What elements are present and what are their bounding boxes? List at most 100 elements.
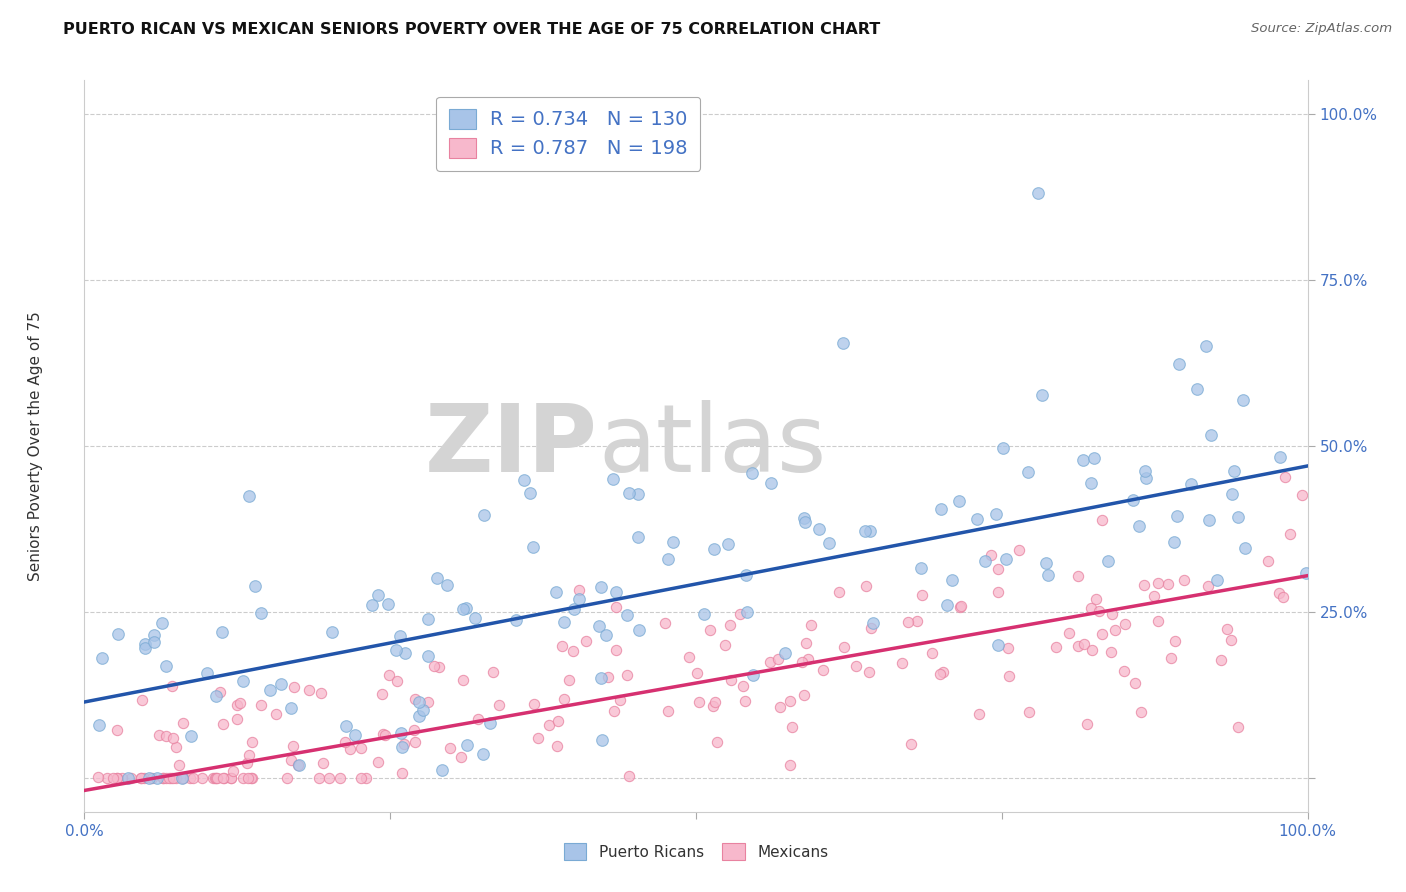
Point [131,693,153,707]
Point [1128,518,1150,533]
Point [900,737,922,751]
Point [129,772,152,786]
Point [1076,716,1098,731]
Point [270,677,292,691]
Point [1035,556,1057,570]
Point [105,772,128,786]
Point [105,723,128,737]
Point [488,698,510,712]
Point [568,582,591,597]
Point [389,726,412,740]
Point [997,669,1019,683]
Point [1133,464,1156,478]
Point [591,733,613,747]
Point [1185,382,1208,396]
Point [921,646,943,660]
Point [662,534,685,549]
Point [931,502,953,516]
Point [834,640,856,655]
Point [717,537,740,551]
Point [1083,450,1105,465]
Point [250,698,273,712]
Point [831,335,853,350]
Point [404,734,426,748]
Point [339,742,361,756]
Point [377,668,399,682]
Point [281,739,304,753]
Point [280,700,302,714]
Point [1045,640,1067,654]
Point [948,493,970,508]
Point [329,772,352,786]
Point [1180,477,1202,491]
Point [450,750,472,764]
Point [209,685,232,699]
Point [238,747,260,762]
Point [143,628,166,642]
Point [1219,632,1241,647]
Point [890,656,912,670]
Point [742,668,765,682]
Point [1167,357,1189,371]
Point [219,772,242,786]
Point [456,601,478,615]
Point [523,697,546,711]
Point [1101,607,1123,621]
Point [793,688,815,702]
Point [1112,665,1135,679]
Point [343,728,366,742]
Point [288,758,311,772]
Point [464,610,486,624]
Point [513,473,536,487]
Point [1195,339,1218,353]
Point [1198,513,1220,527]
Point [969,706,991,721]
Point [714,638,737,652]
Point [141,772,163,786]
Point [1234,541,1257,555]
Point [589,580,612,594]
Point [588,619,610,633]
Point [259,682,281,697]
Point [243,579,266,593]
Point [172,772,194,786]
Point [699,623,721,637]
Point [997,641,1019,656]
Point [162,772,184,786]
Point [595,628,617,642]
Point [451,673,474,688]
Point [845,659,868,673]
Point [287,758,309,772]
Point [547,714,569,728]
Point [160,680,183,694]
Point [980,548,1002,562]
Point [232,673,254,688]
Point [897,615,920,629]
Point [949,600,972,615]
Point [793,515,815,529]
Point [148,728,170,742]
Point [111,772,134,786]
Point [591,671,613,685]
Point [335,735,357,749]
Point [800,618,823,632]
Point [1130,705,1153,719]
Point [1122,493,1144,508]
Point [1018,705,1040,719]
Point [350,741,373,756]
Point [1215,622,1237,636]
Point [430,763,453,777]
Point [828,585,851,599]
Point [546,585,568,599]
Point [155,772,177,786]
Point [929,667,952,681]
Point [551,639,574,653]
Point [1123,675,1146,690]
Point [388,629,411,643]
Point [941,573,963,587]
Point [204,772,226,786]
Point [226,698,249,713]
Point [858,665,880,679]
Point [987,585,1010,599]
Point [367,588,389,602]
